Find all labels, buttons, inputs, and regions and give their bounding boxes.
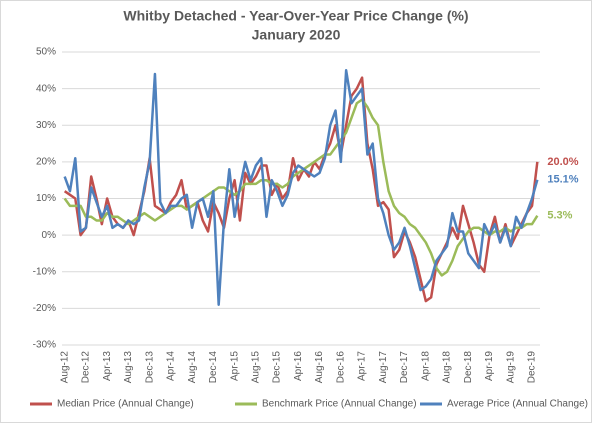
x-tick-label: Dec-15 [272,351,283,384]
y-tick-label: -10% [33,266,56,277]
x-tick-label: Aug-13 [123,351,134,384]
x-tick-label: Aug-16 [314,351,325,384]
x-tick-label: Dec-19 [527,351,538,384]
y-tick-label: 30% [36,120,56,131]
series-line [63,98,539,277]
chart-title: Whitby Detached - Year-Over-Year Price C… [123,8,468,24]
y-tick-label: 20% [36,157,56,168]
y-tick-label: 0% [42,230,57,241]
data-label: 5.3% [547,210,572,222]
x-tick-label: Dec-18 [463,351,474,384]
x-tick-label: Apr-19 [484,351,495,381]
data-label: 20.0% [547,156,578,168]
y-tick-label: 10% [36,193,56,204]
x-tick-label: Dec-12 [81,351,92,384]
y-tick-label: 50% [36,47,56,58]
x-tick-label: Dec-17 [399,351,410,384]
x-tick-label: Apr-14 [166,351,177,381]
x-tick-label: Apr-18 [420,351,431,381]
x-tick-label: Aug-12 [59,351,70,384]
x-tick-label: Dec-16 [335,351,346,384]
x-tick-label: Apr-17 [357,351,368,381]
x-tick-label: Aug-14 [187,351,198,384]
x-tick-label: Aug-17 [378,351,389,384]
chart-subtitle: January 2020 [252,27,341,43]
x-tick-label: Aug-18 [442,351,453,384]
x-tick-label: Aug-19 [505,351,516,384]
y-tick-label: 40% [36,83,56,94]
x-tick-label: Dec-14 [208,351,219,384]
legend-label: Median Price (Annual Change) [57,399,194,410]
legend-label: Average Price (Annual Change) [447,399,588,410]
x-tick-label: Aug-15 [250,351,261,384]
y-tick-label: -20% [33,303,56,314]
x-tick-label: Dec-13 [144,351,155,384]
x-tick-label: Apr-15 [229,351,240,381]
series-line [63,69,539,306]
x-tick-label: Apr-13 [102,351,113,381]
y-tick-label: -30% [33,340,56,351]
x-tick-label: Apr-16 [293,351,304,381]
data-label: 15.1% [547,174,578,186]
legend-label: Benchmark Price (Annual Change) [262,399,417,410]
